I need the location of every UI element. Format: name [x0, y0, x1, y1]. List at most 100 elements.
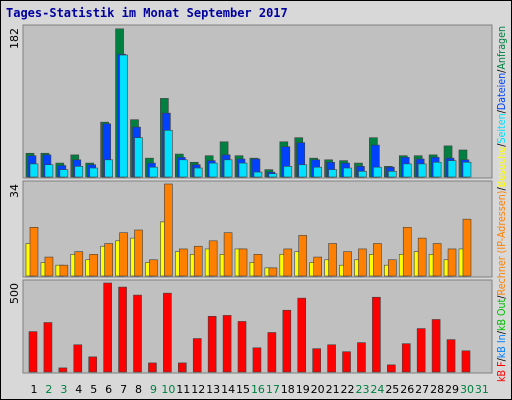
x-tick-label: 12 — [191, 383, 205, 396]
bar — [238, 162, 248, 178]
bar — [59, 264, 69, 277]
x-tick-label: 17 — [266, 383, 280, 396]
bar — [402, 163, 412, 178]
bar — [327, 344, 336, 373]
y-tick-label: 34 — [8, 184, 21, 198]
bar — [432, 161, 442, 178]
legend-separator: / — [495, 110, 508, 113]
legend-entry: Rechner (IP-Adressen) — [495, 191, 508, 296]
bar — [44, 256, 54, 277]
x-tick-label: 22 — [341, 383, 355, 396]
legend: kB F/kB In/kB Out/Rechner (IP-Adressen)/… — [495, 26, 508, 382]
bar — [417, 237, 427, 277]
bar — [357, 342, 366, 373]
bar — [358, 248, 367, 277]
x-tick-label: 3 — [60, 383, 67, 396]
x-tick-label: 15 — [236, 383, 250, 396]
bar — [313, 166, 322, 178]
bar — [387, 364, 396, 373]
x-tick-label: 18 — [281, 383, 295, 396]
x-tick-label: 5 — [90, 383, 97, 396]
x-tick-label: 11 — [176, 383, 190, 396]
x-tick-label: 16 — [251, 383, 265, 396]
x-tick-label: 6 — [105, 383, 112, 396]
bar — [298, 235, 308, 277]
bar — [29, 226, 39, 277]
x-tick-label: 7 — [120, 383, 127, 396]
legend-entry: kB F — [495, 361, 508, 382]
bar — [179, 159, 188, 178]
bar — [238, 248, 248, 277]
chart-title: Tages-Statistik im Monat September 2017 — [6, 6, 288, 20]
bar — [104, 159, 113, 178]
legend-entry: Dateien — [495, 73, 508, 110]
x-tick-label: 13 — [206, 383, 220, 396]
x-tick-label: 8 — [135, 383, 142, 396]
bar — [268, 173, 278, 178]
x-tick-label: 26 — [400, 383, 414, 396]
bar — [373, 166, 382, 178]
bar — [74, 251, 84, 277]
bar — [149, 166, 158, 178]
bar — [208, 240, 218, 277]
x-tick-label: 4 — [75, 383, 82, 396]
legend-separator: / — [495, 331, 508, 334]
bar — [28, 331, 38, 373]
bar — [43, 322, 53, 373]
bar — [267, 332, 277, 373]
bar — [118, 286, 127, 373]
bar — [388, 170, 397, 178]
bar — [119, 232, 128, 277]
bar — [89, 254, 99, 277]
bar — [44, 164, 54, 178]
bar — [104, 243, 113, 277]
bar — [103, 282, 112, 373]
y-tick-label: 500 — [8, 283, 21, 304]
x-tick-label: 30 — [460, 383, 474, 396]
bar — [447, 160, 457, 178]
bar — [193, 167, 203, 178]
bar — [432, 243, 442, 277]
x-tick-label: 21 — [326, 383, 340, 396]
bar — [134, 229, 143, 277]
legend-separator: / — [495, 295, 508, 298]
legend-entry: kB In — [495, 334, 508, 358]
bar — [462, 161, 472, 178]
bar — [431, 319, 441, 373]
bar — [416, 328, 426, 373]
x-tick-label: 23 — [355, 383, 369, 396]
bar — [179, 248, 188, 277]
panel — [22, 24, 493, 179]
legend-entry: Anfragen — [495, 26, 508, 70]
bar — [73, 344, 83, 373]
bar — [58, 367, 68, 373]
bar — [253, 171, 263, 178]
legend-entry: Seiten — [495, 113, 508, 143]
x-tick-label: 10 — [161, 383, 175, 396]
bar — [89, 167, 99, 178]
x-tick-label: 9 — [150, 383, 157, 396]
bar — [372, 296, 381, 373]
bar — [462, 218, 472, 277]
bar — [192, 338, 202, 373]
bar — [178, 362, 187, 373]
bar — [164, 130, 173, 178]
bar — [328, 243, 337, 277]
x-tick-label: 24 — [370, 383, 384, 396]
bar — [207, 315, 217, 373]
bar — [59, 169, 69, 178]
bar — [222, 315, 232, 373]
bar — [163, 292, 172, 373]
bar — [461, 350, 471, 373]
bar — [29, 163, 39, 178]
bar — [417, 163, 427, 178]
bar — [88, 356, 98, 373]
bar — [208, 162, 218, 178]
legend-entry: kB Out — [495, 298, 508, 331]
bar — [193, 245, 203, 277]
bar — [343, 251, 352, 277]
bar — [253, 254, 263, 277]
y-tick-label: 182 — [8, 28, 21, 49]
bar — [297, 297, 307, 373]
